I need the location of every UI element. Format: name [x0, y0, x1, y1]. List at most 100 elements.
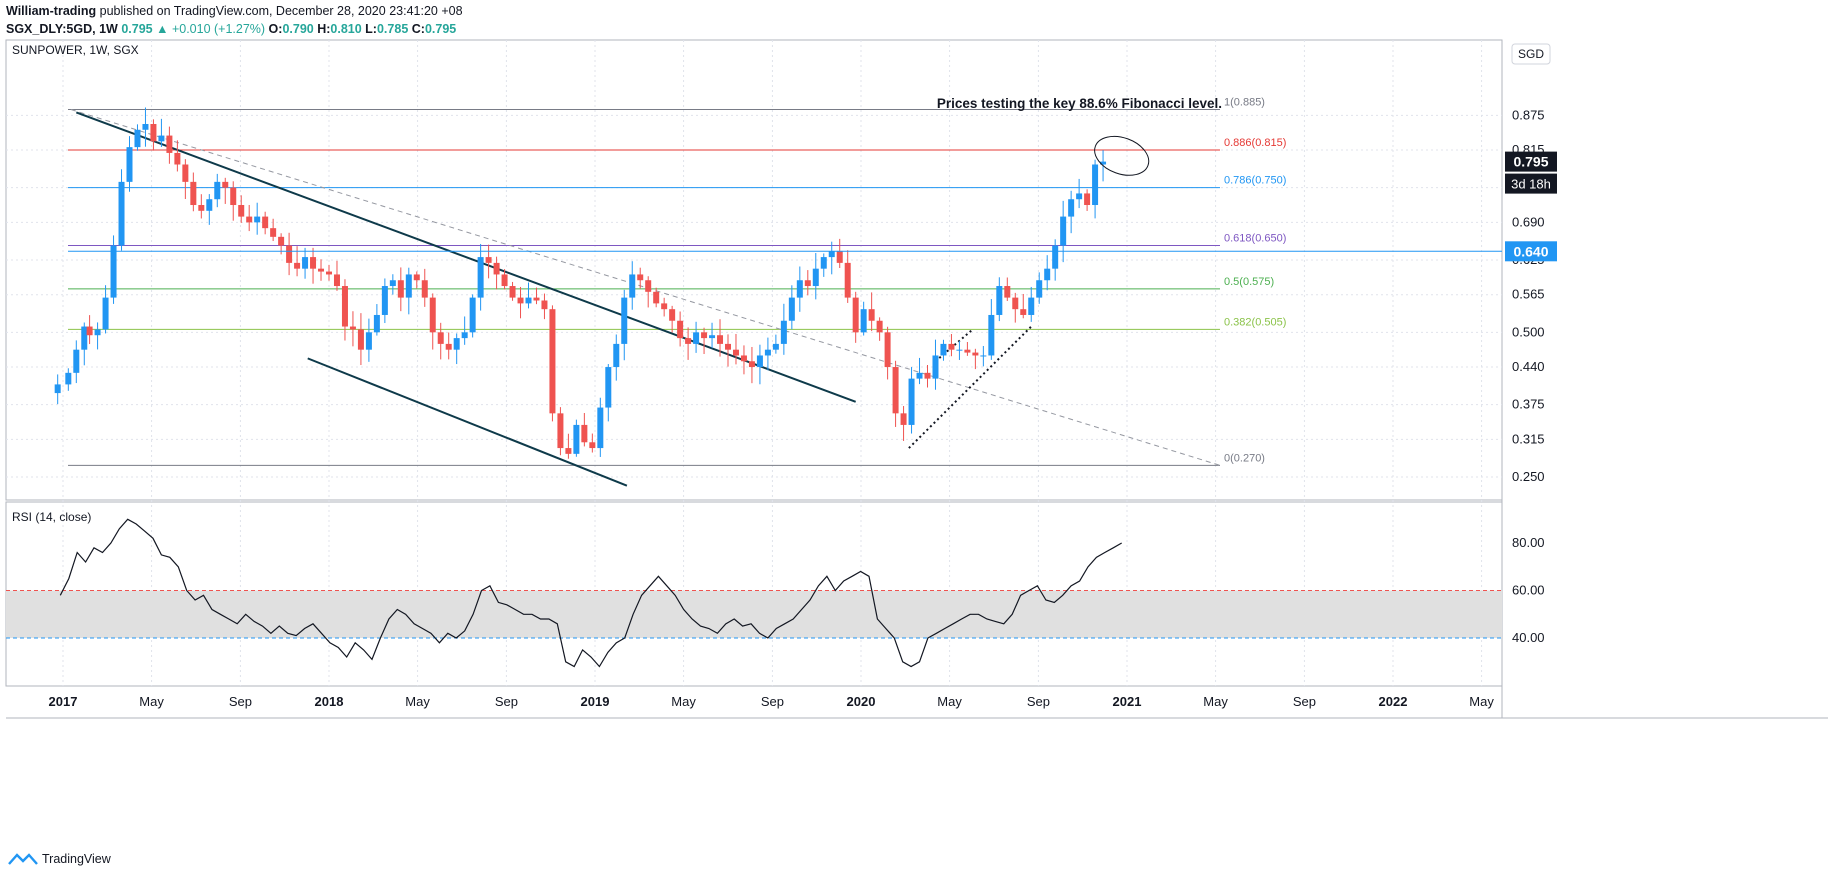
candle-body[interactable] — [310, 257, 317, 269]
candle-body[interactable] — [262, 216, 269, 229]
candle-body[interactable] — [932, 355, 939, 379]
candle-body[interactable] — [445, 343, 452, 350]
candle-body[interactable] — [349, 326, 356, 330]
candle-body[interactable] — [669, 309, 676, 321]
candle-body[interactable] — [182, 164, 189, 182]
candle-body[interactable] — [685, 338, 692, 344]
candle-body[interactable] — [717, 335, 724, 344]
candle-body[interactable] — [150, 123, 157, 142]
candle-body[interactable] — [589, 442, 596, 449]
candle-body[interactable] — [54, 384, 61, 394]
candle-body[interactable] — [1068, 199, 1075, 217]
candle-body[interactable] — [884, 332, 891, 368]
candle-body[interactable] — [605, 367, 612, 408]
candle-body[interactable] — [118, 181, 125, 246]
candle-body[interactable] — [525, 297, 532, 304]
candle-body[interactable] — [126, 147, 133, 182]
candle-body[interactable] — [437, 332, 444, 344]
candle-body[interactable] — [1012, 297, 1019, 310]
candle-body[interactable] — [980, 355, 987, 357]
candle-body[interactable] — [142, 123, 149, 130]
candle-body[interactable] — [166, 135, 173, 153]
candle-body[interactable] — [1028, 297, 1035, 315]
footer-branding[interactable]: TradingView — [8, 852, 111, 866]
candle-body[interactable] — [541, 300, 548, 310]
candle-body[interactable] — [73, 349, 80, 373]
candle-body[interactable] — [748, 361, 755, 368]
candle-body[interactable] — [134, 129, 141, 148]
candle-body[interactable] — [1076, 193, 1083, 200]
candle-body[interactable] — [637, 274, 644, 281]
author-name[interactable]: William-trading — [6, 4, 97, 18]
candle-body[interactable] — [286, 245, 293, 263]
candle-body[interactable] — [413, 274, 420, 281]
candle-body[interactable] — [174, 152, 181, 165]
candle-body[interactable] — [102, 297, 109, 330]
candle-body[interactable] — [924, 372, 931, 379]
candle-body[interactable] — [230, 187, 237, 206]
candle-body[interactable] — [693, 332, 700, 344]
candle-body[interactable] — [972, 352, 979, 356]
candle-body[interactable] — [373, 314, 380, 333]
candle-body[interactable] — [892, 367, 899, 414]
candle-body[interactable] — [333, 274, 340, 287]
candle-body[interactable] — [1020, 309, 1027, 315]
candle-body[interactable] — [1036, 280, 1043, 298]
candle-body[interactable] — [677, 320, 684, 339]
candle-body[interactable] — [573, 424, 580, 454]
candle-body[interactable] — [597, 407, 604, 449]
candle-body[interactable] — [629, 274, 636, 298]
candle-body[interactable] — [389, 280, 396, 287]
candle-body[interactable] — [709, 335, 716, 339]
candle-body[interactable] — [804, 280, 811, 287]
candle-body[interactable] — [158, 135, 165, 142]
candle-body[interactable] — [270, 228, 277, 237]
candle-body[interactable] — [65, 372, 72, 385]
candle-body[interactable] — [1092, 164, 1099, 206]
candle-body[interactable] — [988, 314, 995, 356]
candle-body[interactable] — [397, 280, 404, 298]
candle-body[interactable] — [1060, 216, 1067, 246]
candle-body[interactable] — [302, 257, 309, 269]
candle-body[interactable] — [844, 262, 851, 298]
candle-body[interactable] — [357, 329, 364, 350]
downtrend-line-lower[interactable] — [307, 357, 628, 487]
candle-body[interactable] — [956, 349, 963, 351]
candle-body[interactable] — [900, 413, 907, 425]
candle-body[interactable] — [501, 274, 508, 287]
candle-body[interactable] — [509, 286, 516, 298]
candle-body[interactable] — [1044, 268, 1051, 281]
candle-body[interactable] — [238, 205, 245, 217]
candle-body[interactable] — [254, 216, 261, 223]
candle-body[interactable] — [94, 329, 101, 336]
candle-body[interactable] — [214, 181, 221, 200]
candle-body[interactable] — [948, 343, 955, 350]
candle-body[interactable] — [381, 286, 388, 315]
candle-body[interactable] — [326, 271, 332, 275]
candle-body[interactable] — [796, 280, 803, 298]
candle-body[interactable] — [81, 326, 88, 350]
candle-body[interactable] — [964, 349, 971, 353]
downtrend-line-upper[interactable] — [75, 111, 857, 403]
candle-body[interactable] — [1084, 193, 1091, 206]
candle-body[interactable] — [581, 424, 588, 443]
candle-body[interactable] — [916, 372, 923, 379]
candle-body[interactable] — [820, 257, 827, 269]
candle-body[interactable] — [1052, 245, 1059, 269]
candle-body[interactable] — [222, 181, 229, 188]
candle-body[interactable] — [477, 257, 484, 298]
candle-body[interactable] — [1100, 161, 1107, 165]
candle-body[interactable] — [461, 332, 468, 339]
candle-body[interactable] — [812, 268, 819, 287]
rsi-line[interactable] — [59, 518, 1122, 668]
candle-body[interactable] — [341, 286, 348, 327]
candle-body[interactable] — [294, 262, 301, 269]
candle-body[interactable] — [725, 343, 731, 350]
candle-body[interactable] — [246, 216, 253, 223]
candle-body[interactable] — [533, 297, 540, 301]
candle-body[interactable] — [86, 326, 93, 336]
candle-body[interactable] — [868, 309, 875, 321]
candle-body[interactable] — [206, 199, 213, 211]
candle-body[interactable] — [908, 378, 915, 425]
